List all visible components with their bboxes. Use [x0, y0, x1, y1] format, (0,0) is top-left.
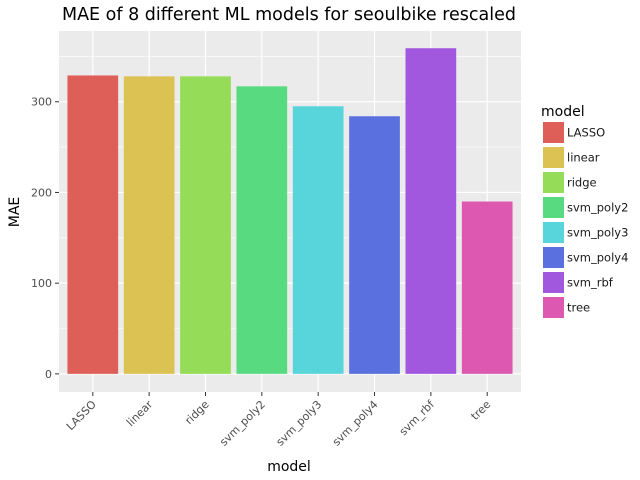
legend-key-LASSO [543, 122, 564, 143]
legend-label: svm_poly3 [567, 226, 628, 240]
legend-key-svm_poly4 [543, 247, 564, 268]
y-tick-label: 200 [31, 186, 52, 199]
legend-label: LASSO [567, 126, 605, 140]
legend-key-svm_rbf [543, 272, 564, 293]
bar-LASSO [67, 75, 119, 374]
bar-ridge [180, 76, 231, 374]
y-axis-title: MAE [7, 197, 23, 228]
legend-key-linear [543, 147, 564, 168]
legend-label: svm_rbf [567, 276, 614, 290]
legend: model LASSO linear ridge svm_poly2 svm_poly3… [541, 104, 628, 318]
legend-key-svm_poly3 [543, 222, 564, 243]
bar-svm_poly4 [349, 116, 400, 374]
chart-title: MAE of 8 different ML models for seoulbi… [62, 5, 516, 25]
y-tick-label: 0 [45, 368, 52, 381]
legend-key-svm_poly2 [543, 197, 564, 218]
legend-key-tree [543, 297, 564, 318]
legend-label: svm_poly4 [567, 251, 628, 265]
bar-svm_rbf [405, 48, 457, 374]
legend-title: model [541, 104, 585, 120]
bar-svm_poly2 [236, 86, 288, 374]
bar-svm_poly3 [292, 106, 344, 374]
plot-panel [59, 31, 521, 392]
legend-label: svm_poly2 [567, 201, 628, 215]
bar-linear [123, 76, 175, 374]
y-axis: 0 100 200 300 [31, 96, 59, 381]
y-tick-label: 300 [31, 96, 52, 109]
bar-tree [461, 201, 513, 374]
x-axis-title: model [267, 459, 311, 475]
legend-label: ridge [567, 176, 597, 190]
legend-key-ridge [543, 172, 564, 193]
y-tick-label: 100 [31, 277, 52, 290]
legend-label: tree [567, 301, 590, 315]
legend-label: linear [567, 151, 600, 165]
